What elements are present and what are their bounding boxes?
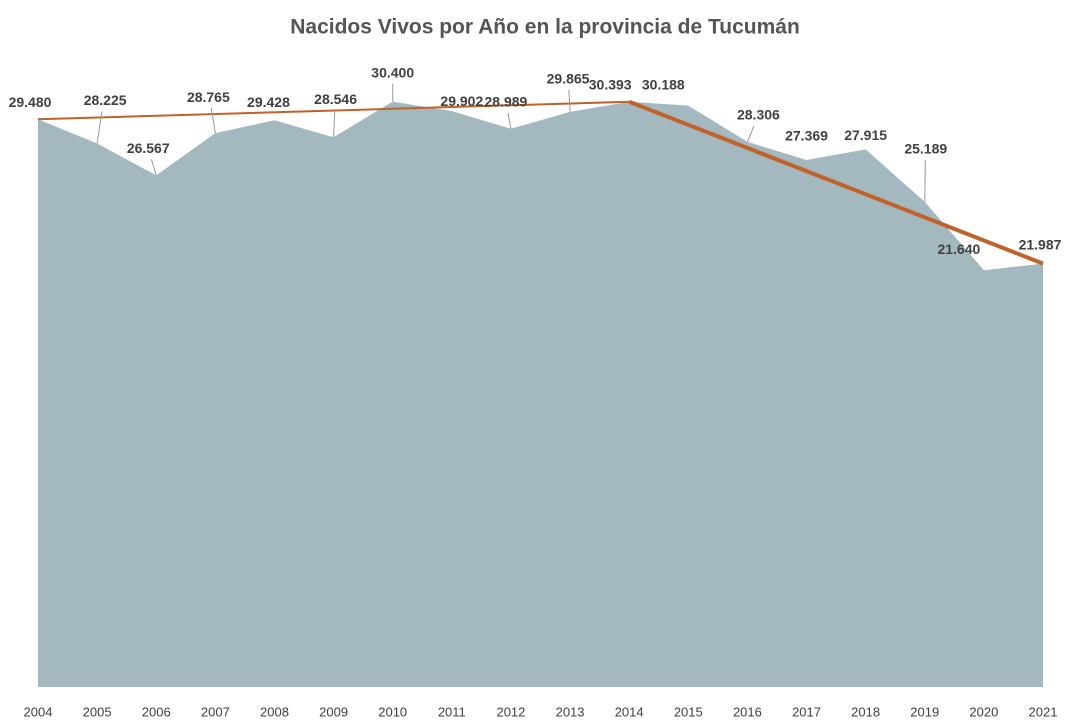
x-tick-label: 2017 <box>792 704 821 719</box>
x-tick-label: 2008 <box>260 704 289 719</box>
data-label: 29.865 <box>547 71 590 87</box>
data-label: 26.567 <box>127 140 170 156</box>
data-label: 30.188 <box>642 76 685 92</box>
data-label: 21.987 <box>1019 236 1062 252</box>
x-tick-label: 2013 <box>556 704 585 719</box>
data-label: 28.765 <box>187 89 230 105</box>
leader-line <box>924 159 926 202</box>
data-label: 29.480 <box>9 94 52 110</box>
data-label: 28.546 <box>314 91 357 107</box>
area <box>38 101 1043 687</box>
data-label: 28.225 <box>84 92 127 108</box>
x-tick-label: 2006 <box>142 704 171 719</box>
x-tick-label: 2012 <box>496 704 525 719</box>
leader-line <box>746 125 755 143</box>
x-tick-label: 2015 <box>674 704 703 719</box>
x-tick-label: 2010 <box>378 704 407 719</box>
data-label: 29.428 <box>247 94 290 110</box>
chart-title: Nacidos Vivos por Año en la provincia de… <box>290 16 800 39</box>
x-tick-label: 2011 <box>438 704 466 719</box>
leader-line <box>150 159 157 176</box>
trend-line <box>37 100 630 121</box>
x-tick-label: 2004 <box>24 704 53 719</box>
x-tick-label: 2005 <box>83 704 112 719</box>
trend-line <box>628 99 1044 266</box>
data-label: 28.306 <box>737 107 780 123</box>
x-tick-label: 2007 <box>201 704 230 719</box>
x-tick-label: 2018 <box>851 704 880 719</box>
leader-line <box>210 107 216 134</box>
data-label: 30.393 <box>589 76 632 92</box>
data-label: 27.915 <box>844 127 887 143</box>
leader-line <box>507 112 512 129</box>
data-label: 30.400 <box>371 64 414 80</box>
data-label: 21.640 <box>937 241 980 257</box>
x-tick-label: 2016 <box>733 704 762 719</box>
data-label: 28.989 <box>485 93 528 109</box>
x-tick-label: 2009 <box>319 704 348 719</box>
data-label: 29.902 <box>440 93 483 109</box>
data-label: 27.369 <box>785 128 828 144</box>
x-tick-label: 2021 <box>1029 704 1058 719</box>
leader-line <box>96 111 103 144</box>
data-label: 25.189 <box>904 141 947 157</box>
x-tick-label: 2014 <box>615 704 644 719</box>
leader-line <box>568 89 571 112</box>
x-tick-label: 2020 <box>969 704 998 719</box>
leader-line <box>333 110 336 138</box>
x-tick-label: 2019 <box>910 704 939 719</box>
